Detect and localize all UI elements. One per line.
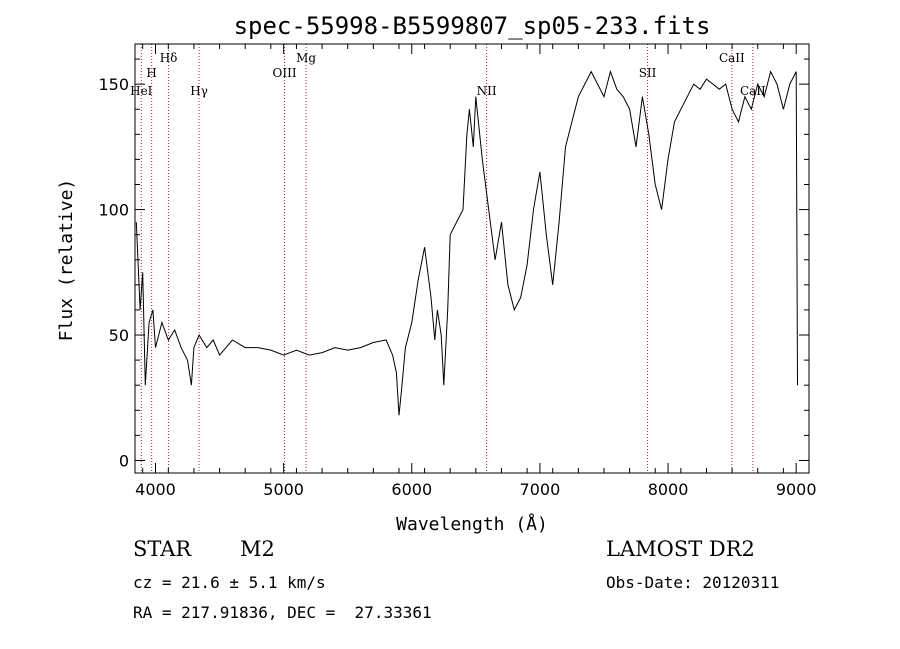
object-subclass: M2 <box>240 537 275 561</box>
line-label-9: CaII <box>740 84 766 98</box>
y-axis-label: Flux (relative) <box>56 179 77 342</box>
redshift-velocity: cz = 21.6 ± 5.1 km/s <box>133 573 326 592</box>
plot-frame <box>134 43 810 474</box>
y-tick-label-3: 150 <box>98 75 129 94</box>
line-label-3: Hγ <box>190 84 208 98</box>
x-tick-label-2: 6000 <box>391 480 432 499</box>
line-label-0: HeI <box>130 84 153 98</box>
line-label-6: NII <box>477 84 497 98</box>
line-label-8: CaII <box>719 51 745 65</box>
line-label-7: SII <box>639 66 657 80</box>
line-label-5: Mg <box>296 51 316 65</box>
x-tick-label-4: 8000 <box>648 480 689 499</box>
plot-axes: 4000 5000 6000 7000 8000 9000 0 50 100 150 <box>98 43 817 499</box>
x-tick-label-1: 5000 <box>263 480 304 499</box>
survey-name: LAMOST DR2 <box>606 537 755 561</box>
line-label-4: OIII <box>273 66 297 80</box>
observation-date: Obs-Date: 20120311 <box>606 573 780 592</box>
y-tick-label-0: 0 <box>119 451 129 470</box>
y-tick-label-2: 100 <box>98 201 129 220</box>
spectrum-series <box>135 69 798 416</box>
chart-title: spec-55998-B5599807_sp05-233.fits <box>234 12 711 40</box>
coordinates: RA = 217.91836, DEC = 27.33361 <box>133 603 432 622</box>
x-tick-label-3: 7000 <box>520 480 561 499</box>
line-label-1: H <box>146 66 156 80</box>
line-label-2: Hδ <box>160 51 178 65</box>
y-tick-label-1: 50 <box>109 326 129 345</box>
object-type: STAR <box>133 537 192 561</box>
x-axis-label: Wavelength (Å) <box>396 513 548 535</box>
spectrum-line-0 <box>135 69 798 416</box>
x-tick-label-0: 4000 <box>135 480 176 499</box>
x-tick-label-5: 9000 <box>776 480 817 499</box>
